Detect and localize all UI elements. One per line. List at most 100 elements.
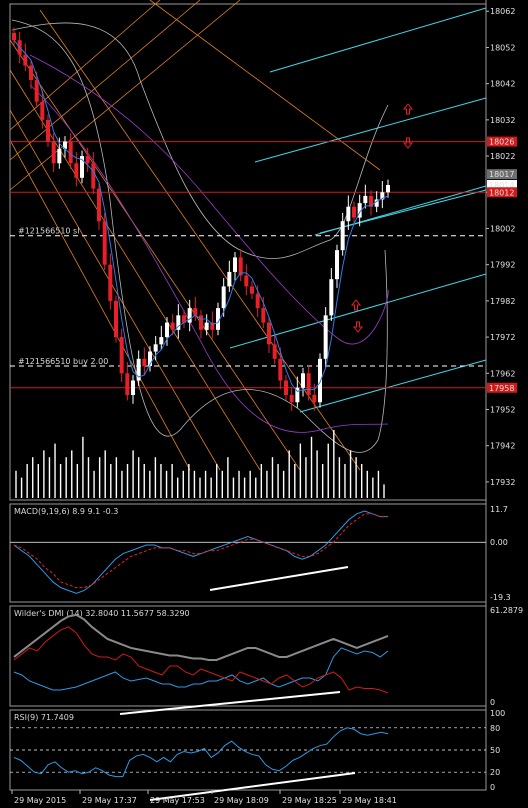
candle-body	[289, 395, 294, 403]
price-tick-label: 18032	[490, 116, 515, 125]
macd-trendline	[209, 566, 349, 591]
candle-body	[68, 141, 73, 164]
price-tick-label: 17992	[490, 261, 515, 270]
candle-body	[216, 308, 220, 330]
time-tick-label: 29 May 17:37	[82, 796, 137, 805]
fib-fan-line	[39, 9, 361, 471]
rsi-trendline	[149, 772, 356, 801]
candle-body	[238, 257, 243, 276]
candle-body	[323, 315, 328, 359]
time-tick-label: 29 May 2015	[14, 796, 66, 805]
rsi-title: RSI(9) 71.7409	[14, 713, 74, 722]
candle-body	[199, 315, 203, 330]
fib-fan-line	[9, 0, 201, 161]
candle-body	[204, 322, 209, 330]
fib-fan-line	[9, 109, 221, 471]
price-tick-label: 18052	[490, 43, 515, 52]
price-box-label: 18017	[489, 170, 514, 179]
rsi-tick-label: 80	[490, 724, 500, 733]
candle-body	[29, 65, 33, 81]
candle-body	[369, 195, 373, 207]
candle-body	[357, 203, 362, 218]
candle-body	[80, 156, 84, 178]
candle-body	[46, 119, 50, 142]
macd-title: MACD(9,19,6) 8.9 9.1 -0.3	[14, 507, 118, 516]
candle-body	[267, 322, 271, 345]
dmi-tick-label: 61.2879	[490, 606, 523, 615]
arrow-down-icon	[352, 321, 364, 333]
candle-body	[23, 54, 28, 66]
dmi-minus_di-line	[13, 626, 389, 694]
candle-body	[165, 322, 169, 338]
candle-body	[233, 257, 237, 272]
macd-tick-label: 0.00	[490, 538, 508, 547]
candle-body	[57, 148, 62, 164]
candle-body	[125, 373, 130, 396]
price-tick-label: 18022	[490, 152, 515, 161]
panel-frame-price	[9, 3, 487, 501]
fib-fan-line	[9, 0, 241, 191]
fib-fan-line	[9, 139, 191, 471]
price-tick-label: 18042	[490, 80, 515, 89]
candle-body	[329, 279, 334, 316]
candle-body	[250, 286, 254, 294]
rsi-tick-label: 50	[490, 746, 500, 755]
candle-body	[187, 308, 192, 323]
candle-body	[284, 380, 288, 396]
candle-body	[335, 250, 339, 280]
price-tick-label: 17972	[490, 333, 515, 342]
fib-fan-line	[149, 0, 381, 171]
envelope-upper	[29, 54, 389, 345]
candle-body	[363, 195, 368, 204]
fib-fan-line	[9, 39, 301, 471]
candle-body	[261, 308, 266, 323]
macd-signal-line	[13, 513, 388, 589]
candle-body	[159, 337, 164, 345]
channel-line	[229, 273, 487, 349]
candle-body	[40, 101, 45, 120]
price-box-label: 18026	[489, 138, 514, 147]
envelope-lower	[29, 84, 389, 433]
price-tick-label: 17942	[490, 442, 515, 451]
candle-body	[340, 221, 345, 251]
price-box-label: 17958	[489, 384, 514, 393]
price-box	[487, 187, 517, 198]
time-tick-label: 29 May 17:53	[150, 796, 205, 805]
rsi-tick-label: 100	[490, 709, 505, 718]
price-tick-label: 18062	[490, 7, 515, 16]
candle-body	[380, 192, 385, 200]
candle-body	[102, 221, 107, 265]
channel-line	[254, 97, 487, 163]
macd-tick-label: 11.7	[490, 505, 508, 514]
candle-body	[318, 358, 322, 403]
price-box-label: 18012	[489, 188, 514, 197]
candle-body	[97, 188, 101, 222]
dmi-title: Wilder's DMI (14) 32.8040 11.5677 58.329…	[14, 609, 190, 618]
candle-body	[63, 141, 67, 149]
candle-body	[34, 80, 39, 102]
panel-frame-dmi	[9, 605, 487, 707]
rsi-tick-label: 20	[490, 768, 500, 777]
candle-body	[85, 156, 90, 164]
arrow-up-icon	[402, 103, 414, 115]
channel-line	[299, 359, 487, 413]
price-box	[487, 180, 517, 191]
candle-body	[119, 337, 124, 374]
candle-body	[244, 275, 249, 287]
price-box	[487, 169, 517, 180]
candle-body	[142, 358, 147, 367]
macd-main-line	[13, 510, 388, 594]
candle-body	[352, 206, 356, 218]
price-tick-label: 17962	[490, 369, 515, 378]
candle-body	[170, 322, 175, 330]
bollinger-upper	[11, 22, 389, 259]
candle-body	[227, 271, 232, 287]
candle-body	[272, 344, 277, 359]
price-tick-label: 18002	[490, 224, 515, 233]
candle-body	[221, 286, 226, 309]
time-tick-label: 29 May 18:09	[214, 796, 269, 805]
dmi-adx-line	[13, 613, 389, 661]
candle-body	[255, 293, 260, 309]
